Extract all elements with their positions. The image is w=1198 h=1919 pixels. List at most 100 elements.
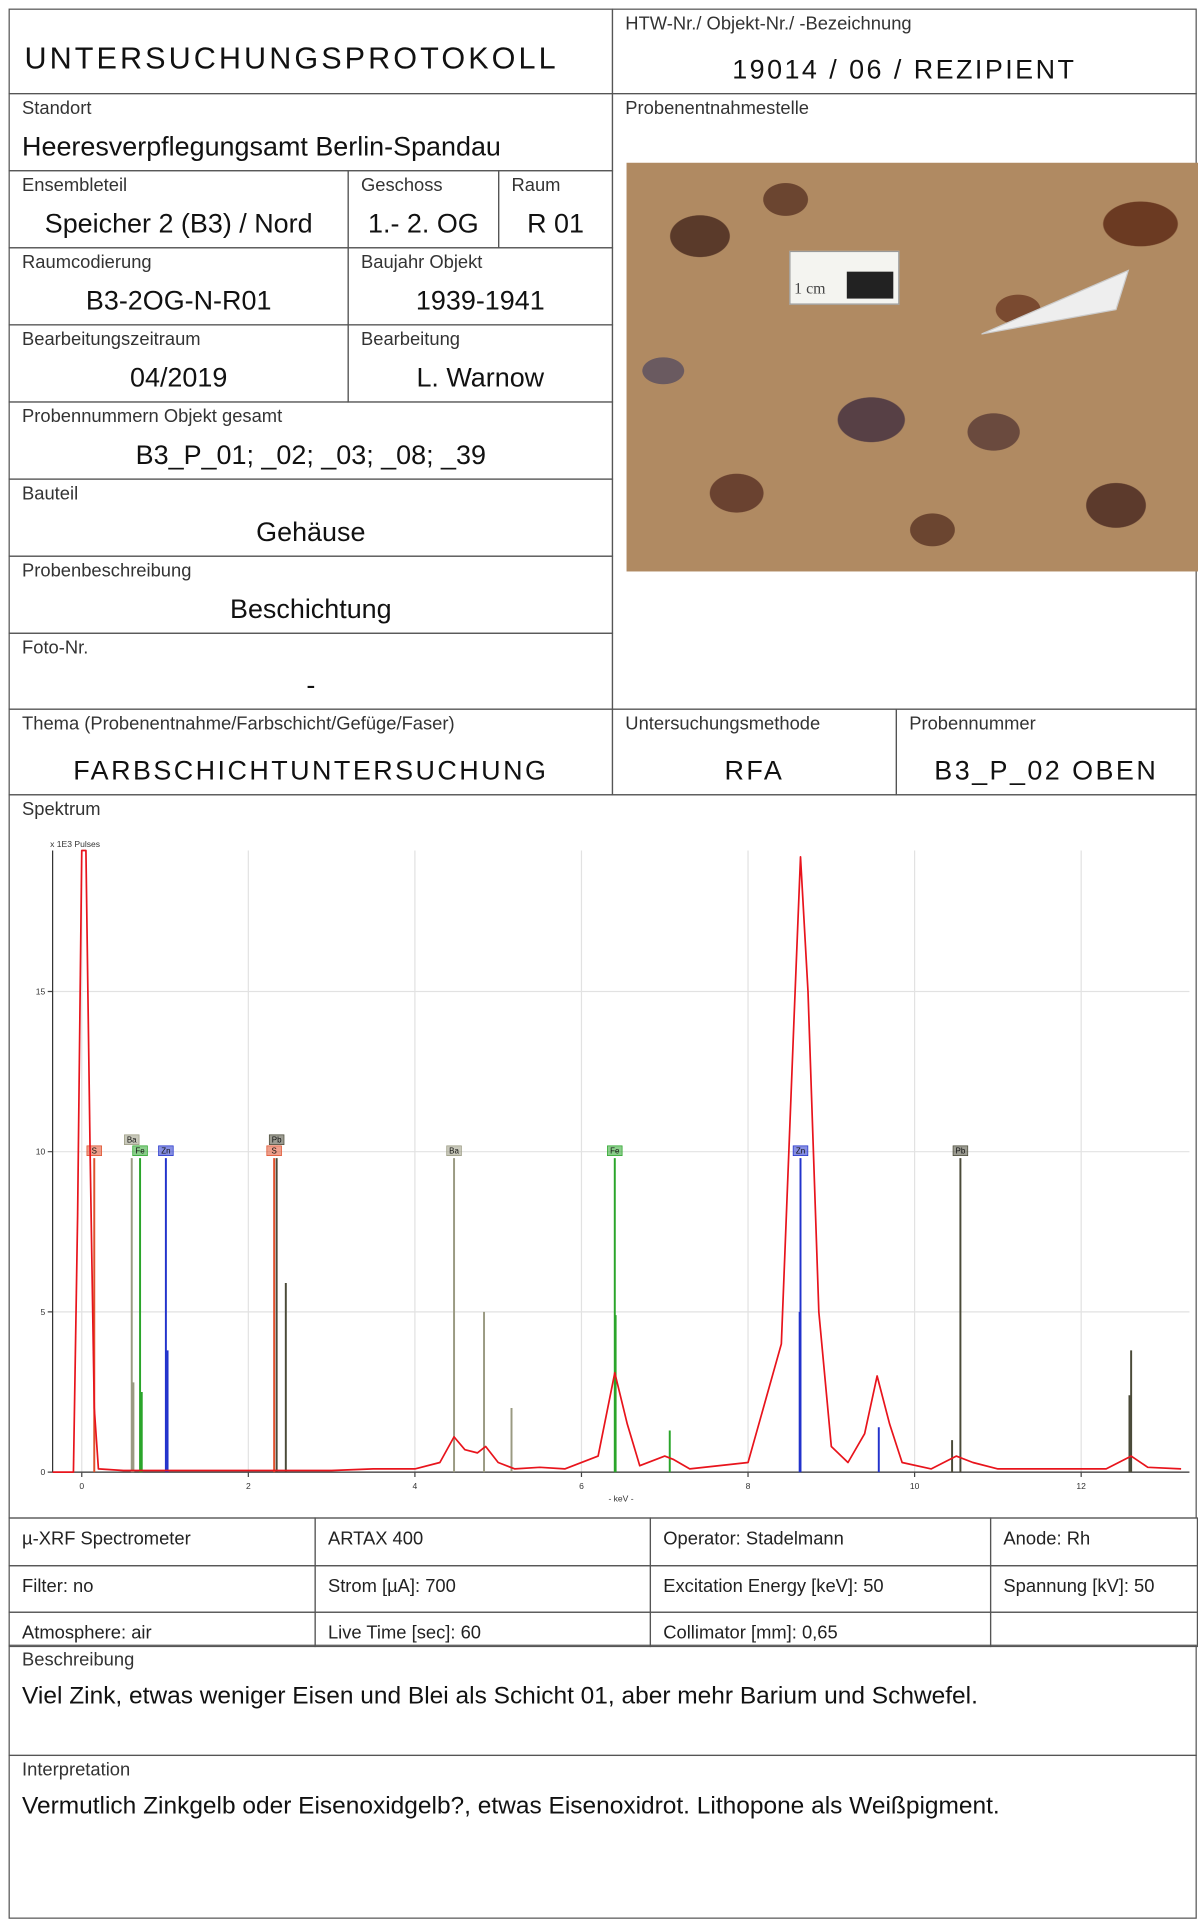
field-label: Interpretation: [22, 1759, 131, 1781]
field-cell: Standort Heeresverpflegungsamt Berlin-Sp…: [8, 93, 614, 172]
instrument-cell: Filter: no: [8, 1565, 316, 1613]
field-label: Bearbeitung: [360, 329, 460, 350]
field-value: 19014 / 06 / REZIPIENT: [732, 53, 1077, 85]
sample-photo: 1 cm: [626, 162, 1198, 572]
field-label: Foto-Nr.: [22, 637, 89, 659]
field-cell: Raumcodierung B3-2OG-N-R01: [8, 247, 349, 326]
field-label: Probenbeschreibung: [22, 560, 192, 582]
element-box: [158, 1145, 174, 1157]
text-cell: Interpretation Vermutlich Zinkgelb oder …: [8, 1754, 1197, 1919]
element-box: [446, 1145, 462, 1157]
element-box: [124, 1134, 140, 1145]
field-value: RFA: [724, 755, 785, 786]
x-tick-label: 0: [79, 1481, 84, 1491]
element-label: S: [92, 1147, 97, 1156]
field-cell: Untersuchungsmethode RFA: [611, 708, 897, 796]
element-marker: S: [266, 1145, 282, 1157]
field-value: 1939-1941: [415, 285, 545, 316]
field-value: FARBSCHICHTUNTERSUCHUNG: [73, 755, 549, 786]
text-cell: Beschreibung Viel Zink, etwas weniger Ei…: [8, 1644, 1197, 1757]
element-marker: Fe: [132, 1145, 148, 1157]
field-value: B3_P_02 OBEN: [934, 755, 1159, 786]
field-cell: Raum R 01: [498, 170, 614, 249]
field-label: Bearbeitungszeitraum: [22, 329, 201, 350]
element-label: Fe: [610, 1147, 620, 1156]
pointer-shape: [981, 269, 1130, 335]
field-value: Speicher 2 (B3) / Nord: [44, 208, 313, 239]
element-marker: Pb: [952, 1145, 969, 1157]
field-label: Raumcodierung: [22, 252, 152, 273]
y-tick-label: 10: [36, 1147, 46, 1157]
spectrum-line: [52, 849, 1182, 1473]
interpretation-text: Vermutlich Zinkgelb oder Eisenoxidgelb?,…: [22, 1792, 1000, 1820]
field-cell: Probennummer B3_P_02 OBEN: [895, 708, 1197, 796]
element-box: [952, 1145, 969, 1157]
field-cell: Bearbeitung L. Warnow: [347, 324, 614, 403]
y-axis-label: x 1E3 Pulses: [50, 839, 100, 849]
field-label: Spektrum: [22, 799, 101, 820]
y-tick-label: 0: [41, 1467, 46, 1477]
x-tick-label: 2: [246, 1481, 251, 1491]
instrument-cell: Atmosphere: air: [8, 1611, 316, 1648]
y-tick-label: 15: [36, 987, 46, 997]
description-text: Viel Zink, etwas weniger Eisen und Blei …: [22, 1682, 978, 1710]
x-tick-label: 6: [579, 1481, 584, 1491]
element-label: Pb: [956, 1147, 966, 1156]
instrument-cell: ARTAX 400: [314, 1517, 652, 1567]
field-cell: Bauteil Gehäuse: [8, 478, 614, 557]
element-marker: S: [86, 1145, 102, 1157]
instrument-cell: Spannung [kV]: 50: [989, 1565, 1198, 1613]
field-value: 04/2019: [129, 362, 228, 393]
element-box: [266, 1145, 282, 1157]
field-label: Beschreibung: [22, 1649, 135, 1671]
element-marker: Ba: [446, 1145, 462, 1157]
element-box: [607, 1145, 623, 1157]
element-label: Ba: [127, 1136, 137, 1145]
element-label: Zn: [796, 1147, 805, 1156]
element-marker: Ba: [124, 1134, 140, 1145]
instrument-cell: Strom [µA]: 700: [314, 1565, 652, 1613]
x-axis-label: - keV -: [608, 1493, 633, 1503]
x-tick-label: 10: [910, 1481, 920, 1491]
field-label: Geschoss: [360, 174, 443, 196]
element-label: Fe: [135, 1147, 145, 1156]
field-value: B3_P_01; _02; _03; _08; _39: [135, 439, 486, 470]
scale-card: 1 cm: [789, 250, 900, 305]
instrument-cell: [989, 1611, 1198, 1648]
element-label: S: [272, 1147, 277, 1156]
field-label: Bauteil: [22, 483, 79, 505]
field-value: Heeresverpflegungsamt Berlin-Spandau: [22, 130, 501, 162]
field-value: Gehäuse: [256, 516, 366, 547]
scale-bar: [846, 271, 894, 299]
instrument-cell: Live Time [sec]: 60: [314, 1611, 652, 1648]
field-value: L. Warnow: [416, 362, 545, 393]
field-cell: Geschoss 1.- 2. OG: [347, 170, 500, 249]
element-marker: Fe: [607, 1145, 623, 1157]
field-value: Beschichtung: [229, 593, 392, 625]
spectrum-chart: 0 2 4 6 8 10 12 0 5 10 15 x 1E3 Pulses - keV - S Fe Ba Z…: [36, 839, 1190, 1503]
field-value: 1.- 2. OG: [368, 208, 479, 239]
pointer: [981, 269, 1130, 335]
field-cell: Probennummern Objekt gesamt B3_P_01; _02…: [8, 401, 614, 480]
y-tick-label: 5: [41, 1307, 46, 1317]
element-label: Ba: [449, 1147, 459, 1156]
field-label: HTW-Nr./ Objekt-Nr./ -Bezeichnung: [625, 13, 912, 35]
x-tick-label: 4: [413, 1481, 418, 1491]
plot-area: [52, 850, 1190, 1473]
element-box: [792, 1145, 809, 1157]
field-cell: Bearbeitungszeitraum 04/2019: [8, 324, 349, 403]
field-label: Standort: [22, 97, 92, 119]
field-label: Thema (Probenentnahme/Farbschicht/Gefüge…: [22, 713, 455, 735]
object-cell: HTW-Nr./ Objekt-Nr./ -Bezeichnung 19014 …: [611, 8, 1197, 95]
field-label: Probenentnahmestelle: [625, 97, 809, 119]
element-box: [132, 1145, 148, 1157]
field-value: R 01: [527, 208, 584, 239]
field-label: Probennummer: [909, 713, 1036, 735]
element-marker: Zn: [792, 1145, 809, 1157]
x-tick-label: 8: [746, 1481, 751, 1491]
title-cell: UNTERSUCHUNGSPROTOKOLL: [8, 8, 614, 95]
field-value: -: [306, 669, 316, 700]
photo-cell: Probenentnahmestelle 1 cm: [611, 93, 1198, 710]
field-value: B3-2OG-N-R01: [85, 285, 272, 316]
